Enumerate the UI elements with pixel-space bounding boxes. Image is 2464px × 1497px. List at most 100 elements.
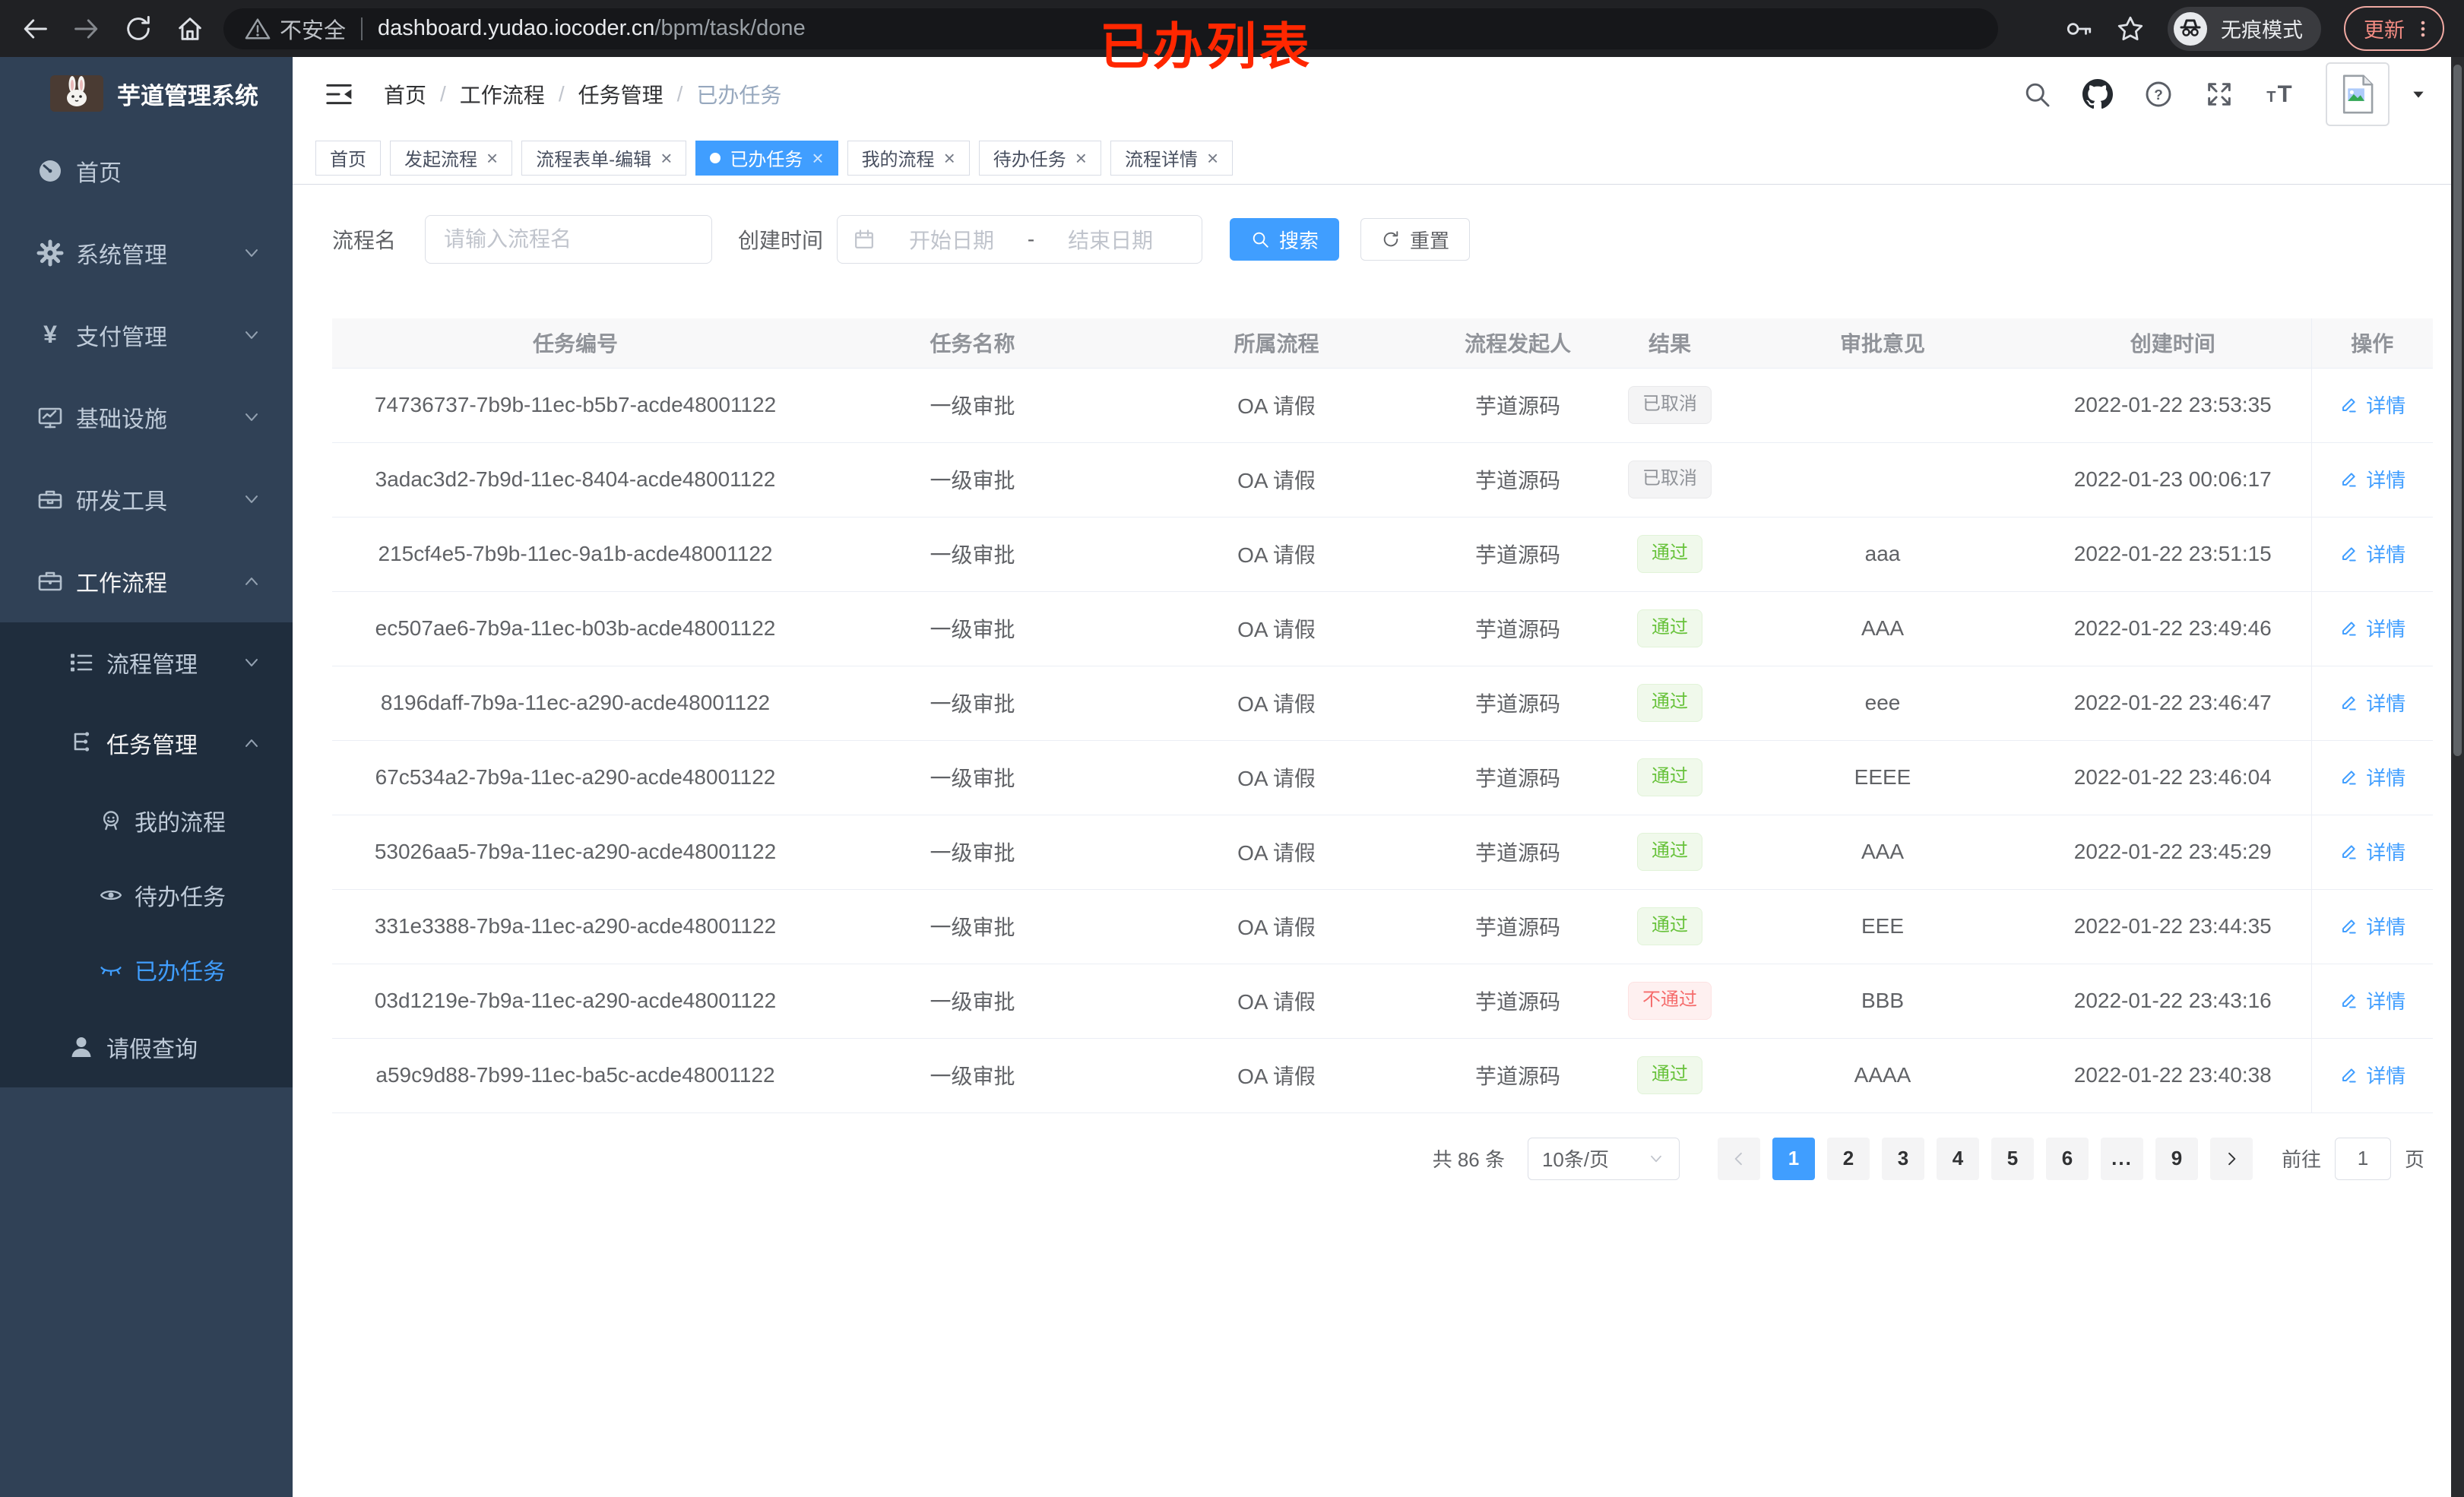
- tab[interactable]: 发起流程 ×: [390, 140, 513, 176]
- page-button[interactable]: 5: [1991, 1137, 2034, 1180]
- sidebar-item-process-mgmt[interactable]: 流程管理: [0, 622, 293, 703]
- cell-actions: 详情: [2310, 889, 2433, 964]
- tab[interactable]: 流程详情 ×: [1110, 140, 1234, 176]
- github-icon[interactable]: [2082, 79, 2113, 109]
- detail-link[interactable]: 详情: [2339, 837, 2405, 866]
- browser-back-icon[interactable]: [20, 14, 50, 44]
- sidebar-item-leave-query[interactable]: 请假查询: [0, 1007, 293, 1087]
- sidebar-item-done-tasks[interactable]: 已办任务: [0, 932, 293, 1007]
- page-button[interactable]: 3: [1881, 1137, 1924, 1180]
- tree-icon: [68, 730, 95, 757]
- detail-link[interactable]: 详情: [2339, 1061, 2405, 1089]
- end-date-placeholder: 结束日期: [1068, 229, 1154, 252]
- tab-close-icon[interactable]: ×: [660, 146, 673, 169]
- avatar[interactable]: [2326, 62, 2390, 126]
- more-pages-button[interactable]: ...: [2100, 1137, 2143, 1180]
- search-button[interactable]: 搜索: [1230, 218, 1340, 261]
- page-button[interactable]: 2: [1826, 1137, 1870, 1180]
- tab-close-icon[interactable]: ×: [1075, 146, 1087, 169]
- detail-link[interactable]: 详情: [2339, 540, 2405, 568]
- detail-link[interactable]: 详情: [2339, 912, 2405, 940]
- reset-button[interactable]: 重置: [1360, 218, 1471, 261]
- not-secure-icon[interactable]: [245, 16, 271, 42]
- page-button[interactable]: 9: [2155, 1137, 2198, 1180]
- tab[interactable]: 首页: [315, 140, 381, 176]
- sidebar-item-label: 首页: [76, 161, 122, 186]
- detail-link[interactable]: 详情: [2339, 614, 2405, 642]
- browser-right-controls: 无痕模式 更新: [2064, 6, 2444, 51]
- search-button-label: 搜索: [1279, 229, 1319, 252]
- tab-close-icon[interactable]: ×: [943, 146, 955, 169]
- process-name-input[interactable]: [425, 215, 713, 264]
- sidebar-item-my-process[interactable]: 我的流程: [0, 783, 293, 858]
- sidebar-item-todo-tasks[interactable]: 待办任务: [0, 858, 293, 932]
- address-bar[interactable]: 不安全 dashboard.yudao.iocoder.cn/bpm/task/…: [223, 8, 1998, 49]
- table-row: 331e3388-7b9a-11ec-a290-acde48001122 一级审…: [332, 889, 2433, 964]
- page-size-select[interactable]: 10条/页: [1527, 1137, 1680, 1180]
- bookmark-star-icon[interactable]: [2116, 14, 2145, 43]
- cell-starter: 芋道源码: [1427, 666, 1609, 741]
- sidebar-item-task-mgmt[interactable]: 任务管理: [0, 703, 293, 783]
- page-button[interactable]: 6: [2045, 1137, 2089, 1180]
- goto-page-input[interactable]: [2334, 1137, 2391, 1180]
- scrollbar-thumb[interactable]: [2453, 65, 2462, 756]
- tab[interactable]: 流程表单-编辑 ×: [521, 140, 687, 176]
- status-badge: 通过: [1637, 535, 1702, 573]
- page-button[interactable]: 1: [1772, 1137, 1815, 1180]
- update-button[interactable]: 更新: [2344, 6, 2444, 51]
- breadcrumb-item[interactable]: 任务管理: [578, 84, 664, 107]
- tab-close-icon[interactable]: ×: [1206, 146, 1219, 169]
- detail-link[interactable]: 详情: [2339, 391, 2405, 419]
- detail-link[interactable]: 详情: [2339, 986, 2405, 1014]
- page-button[interactable]: 4: [1936, 1137, 1979, 1180]
- sidebar-item-workflow[interactable]: 工作流程: [0, 540, 293, 622]
- tab[interactable]: 我的流程 ×: [847, 140, 970, 176]
- breadcrumb-item[interactable]: 工作流程: [459, 84, 545, 107]
- page-size-value: 10条/页: [1541, 1148, 1610, 1171]
- browser-forward-icon[interactable]: [71, 14, 102, 44]
- fullscreen-icon[interactable]: [2204, 79, 2234, 109]
- sidebar-item-label: 我的流程: [135, 811, 226, 836]
- cell-task-name: 一级审批: [819, 964, 1126, 1039]
- status-badge: 通过: [1637, 907, 1702, 945]
- tab-close-icon[interactable]: ×: [812, 146, 824, 169]
- tab-close-icon[interactable]: ×: [486, 146, 499, 169]
- eye-icon: [99, 883, 123, 907]
- table-row: 74736737-7b9b-11ec-b5b7-acde48001122 一级审…: [332, 368, 2433, 443]
- status-badge: 通过: [1637, 833, 1702, 871]
- breadcrumb-item[interactable]: 首页: [384, 84, 427, 107]
- table-row: 67c534a2-7b9a-11ec-a290-acde48001122 一级审…: [332, 740, 2433, 815]
- sidebar-item-devtools[interactable]: 研发工具: [0, 458, 293, 540]
- sidebar-item-infra[interactable]: 基础设施: [0, 376, 293, 458]
- filter-bar: 流程名 创建时间 开始日期 - 结束日期 搜索 重: [332, 215, 2424, 264]
- refresh-icon: [1381, 229, 1401, 249]
- date-range-picker[interactable]: 开始日期 - 结束日期: [837, 215, 1203, 264]
- browser-menu-dots-icon[interactable]: [2411, 17, 2435, 41]
- detail-link[interactable]: 详情: [2339, 763, 2405, 791]
- browser-reload-icon[interactable]: [123, 14, 154, 44]
- help-icon[interactable]: ?: [2143, 79, 2174, 109]
- sidebar-collapse-icon[interactable]: [323, 78, 355, 110]
- sidebar-item-payment[interactable]: ¥ 支付管理: [0, 294, 293, 376]
- sidebar-item-label: 研发工具: [76, 489, 167, 514]
- page-scrollbar[interactable]: [2451, 57, 2464, 1497]
- detail-link[interactable]: 详情: [2339, 688, 2405, 717]
- table-row: 215cf4e5-7b9b-11ec-9a1b-acde48001122 一级审…: [332, 517, 2433, 592]
- cell-starter: 芋道源码: [1427, 442, 1609, 517]
- prev-page-button[interactable]: [1717, 1137, 1760, 1180]
- next-page-button[interactable]: [2209, 1137, 2253, 1180]
- sidebar-item-home[interactable]: 首页: [0, 130, 293, 212]
- tab[interactable]: 待办任务 ×: [978, 140, 1101, 176]
- cell-task-id: 53026aa5-7b9a-11ec-a290-acde48001122: [332, 815, 819, 890]
- sidebar-item-system[interactable]: 系统管理: [0, 212, 293, 294]
- tab[interactable]: 已办任务 ×: [695, 140, 838, 176]
- key-icon[interactable]: [2064, 14, 2093, 43]
- detail-link[interactable]: 详情: [2339, 465, 2405, 493]
- browser-home-icon[interactable]: [175, 14, 205, 44]
- browser-nav-buttons: [20, 14, 205, 44]
- avatar-caret-icon[interactable]: [2409, 85, 2428, 103]
- search-icon[interactable]: [2022, 79, 2052, 109]
- cell-starter: 芋道源码: [1427, 591, 1609, 666]
